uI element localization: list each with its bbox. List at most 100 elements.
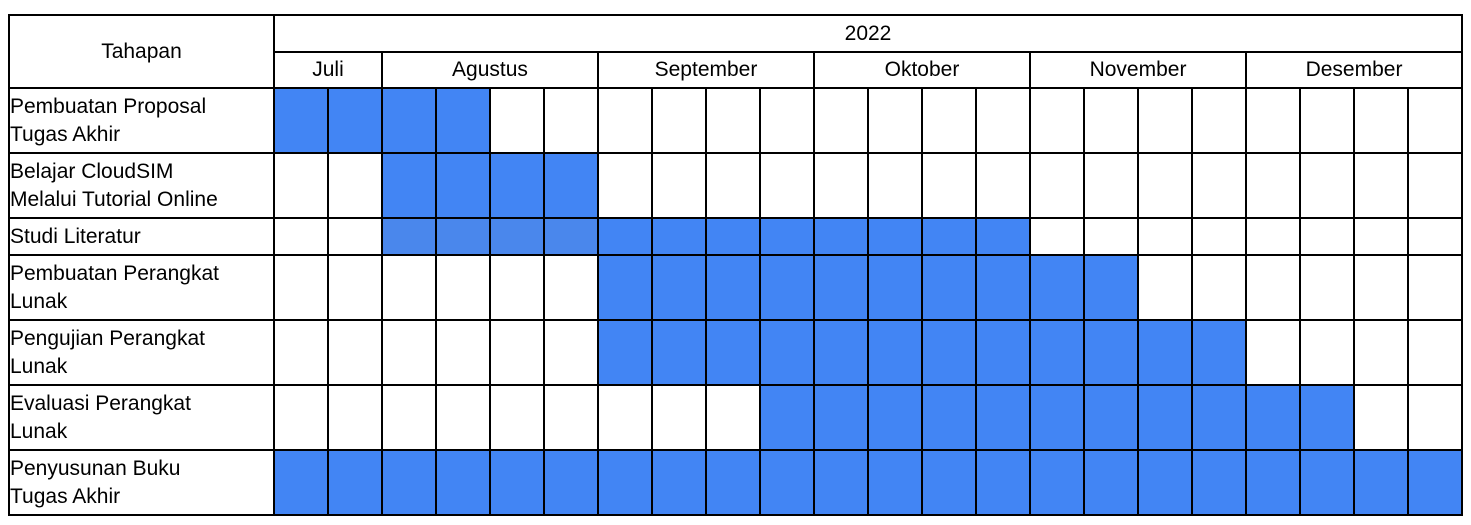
schedule-cell-empty [1083,87,1139,154]
schedule-cell-empty [1029,87,1085,154]
schedule-cell-filled [435,87,491,154]
schedule-cell-empty [435,254,491,321]
schedule-cell-empty [543,254,599,321]
schedule-cell-filled [543,449,599,516]
schedule-cell-empty [273,217,329,256]
schedule-cell-filled [489,152,545,219]
task-name-line: Evaluasi Perangkat [10,391,191,415]
task-name: Evaluasi Perangkat Lunak [8,384,275,451]
schedule-cell-filled [975,217,1031,256]
schedule-cell-filled [759,319,815,386]
task-row: Pembuatan Proposal Tugas Akhir [8,87,1463,154]
schedule-cell-filled [759,254,815,321]
schedule-cell-filled [543,217,599,256]
schedule-cell-filled [705,319,761,386]
schedule-cell-empty [327,217,383,256]
schedule-cell-filled [705,254,761,321]
schedule-cell-empty [327,152,383,219]
schedule-cell-filled [381,217,437,256]
schedule-cell-empty [1137,254,1193,321]
task-name: Pembuatan Perangkat Lunak [8,254,275,321]
schedule-cell-empty [705,152,761,219]
schedule-cell-empty [1137,87,1193,154]
stage-column-header: Tahapan [8,14,275,89]
schedule-cell-filled [813,319,869,386]
schedule-cell-empty [1353,384,1409,451]
schedule-cell-empty [1083,152,1139,219]
schedule-cell-empty [597,152,653,219]
schedule-cell-empty [1353,152,1409,219]
schedule-cell-filled [867,319,923,386]
schedule-cell-filled [921,254,977,321]
schedule-cell-filled [813,217,869,256]
year-header: 2022 [273,14,1463,53]
schedule-cell-empty [327,319,383,386]
schedule-cell-empty [543,87,599,154]
schedule-cell-empty [273,254,329,321]
schedule-cell-empty [1407,217,1463,256]
schedule-cell-filled [381,449,437,516]
header-row-months: Juli Agustus September Oktober November Desem… [9,51,1463,89]
schedule-cell-filled [1191,384,1247,451]
schedule-cell-empty [489,384,545,451]
schedule-cell-empty [1353,217,1409,256]
schedule-cell-filled [759,449,815,516]
schedule-cell-empty [921,152,977,219]
schedule-cell-filled [651,319,707,386]
schedule-cell-filled [489,449,545,516]
schedule-cell-filled [273,87,329,154]
schedule-cell-empty [1191,87,1247,154]
schedule-cell-empty [813,152,869,219]
schedule-cell-filled [1137,449,1193,516]
schedule-cell-empty [813,87,869,154]
gantt-table: Tahapan 2022 Juli Agustus September Oktober… [8,14,1463,516]
month-header-juli: Juli [273,51,383,89]
task-name: Penyusunan Buku Tugas Akhir [8,449,275,516]
schedule-cell-empty [489,319,545,386]
schedule-cell-empty [381,384,437,451]
schedule-cell-filled [1407,449,1463,516]
schedule-cell-empty [1353,87,1409,154]
schedule-cell-filled [1245,449,1301,516]
schedule-cell-filled [921,384,977,451]
schedule-cell-filled [975,254,1031,321]
schedule-cell-filled [1083,384,1139,451]
schedule-cell-empty [1029,152,1085,219]
month-header-agustus: Agustus [381,51,599,89]
schedule-cell-empty [1137,152,1193,219]
schedule-cell-filled [543,152,599,219]
schedule-cell-empty [759,152,815,219]
task-row: Pengujian Perangkat Lunak [8,319,1463,386]
schedule-cell-empty [273,319,329,386]
schedule-cell-filled [489,217,545,256]
schedule-cell-filled [1029,319,1085,386]
schedule-cell-empty [381,254,437,321]
schedule-cell-empty [1245,254,1301,321]
schedule-cell-filled [975,449,1031,516]
schedule-cell-empty [1137,217,1193,256]
schedule-cell-empty [921,87,977,154]
schedule-cell-empty [1245,152,1301,219]
schedule-cell-filled [597,319,653,386]
schedule-cell-empty [1353,254,1409,321]
task-name-line: Lunak [10,419,68,443]
task-name-line: Pembuatan Perangkat [10,261,219,285]
schedule-cell-filled [1353,449,1409,516]
schedule-cell-filled [1299,384,1355,451]
schedule-cell-empty [1191,152,1247,219]
schedule-cell-filled [867,384,923,451]
task-name-line: Studi Literatur [10,224,141,248]
schedule-cell-filled [1083,319,1139,386]
schedule-cell-filled [867,254,923,321]
task-row: Evaluasi Perangkat Lunak [8,384,1463,451]
schedule-cell-filled [867,449,923,516]
schedule-cell-empty [273,152,329,219]
schedule-cell-empty [327,254,383,321]
schedule-cell-empty [1407,254,1463,321]
schedule-cell-empty [1353,319,1409,386]
task-name-line: Pengujian Perangkat [10,326,205,350]
schedule-cell-filled [597,254,653,321]
schedule-cell-filled [975,384,1031,451]
month-header-oktober: Oktober [813,51,1031,89]
schedule-cell-empty [1191,254,1247,321]
